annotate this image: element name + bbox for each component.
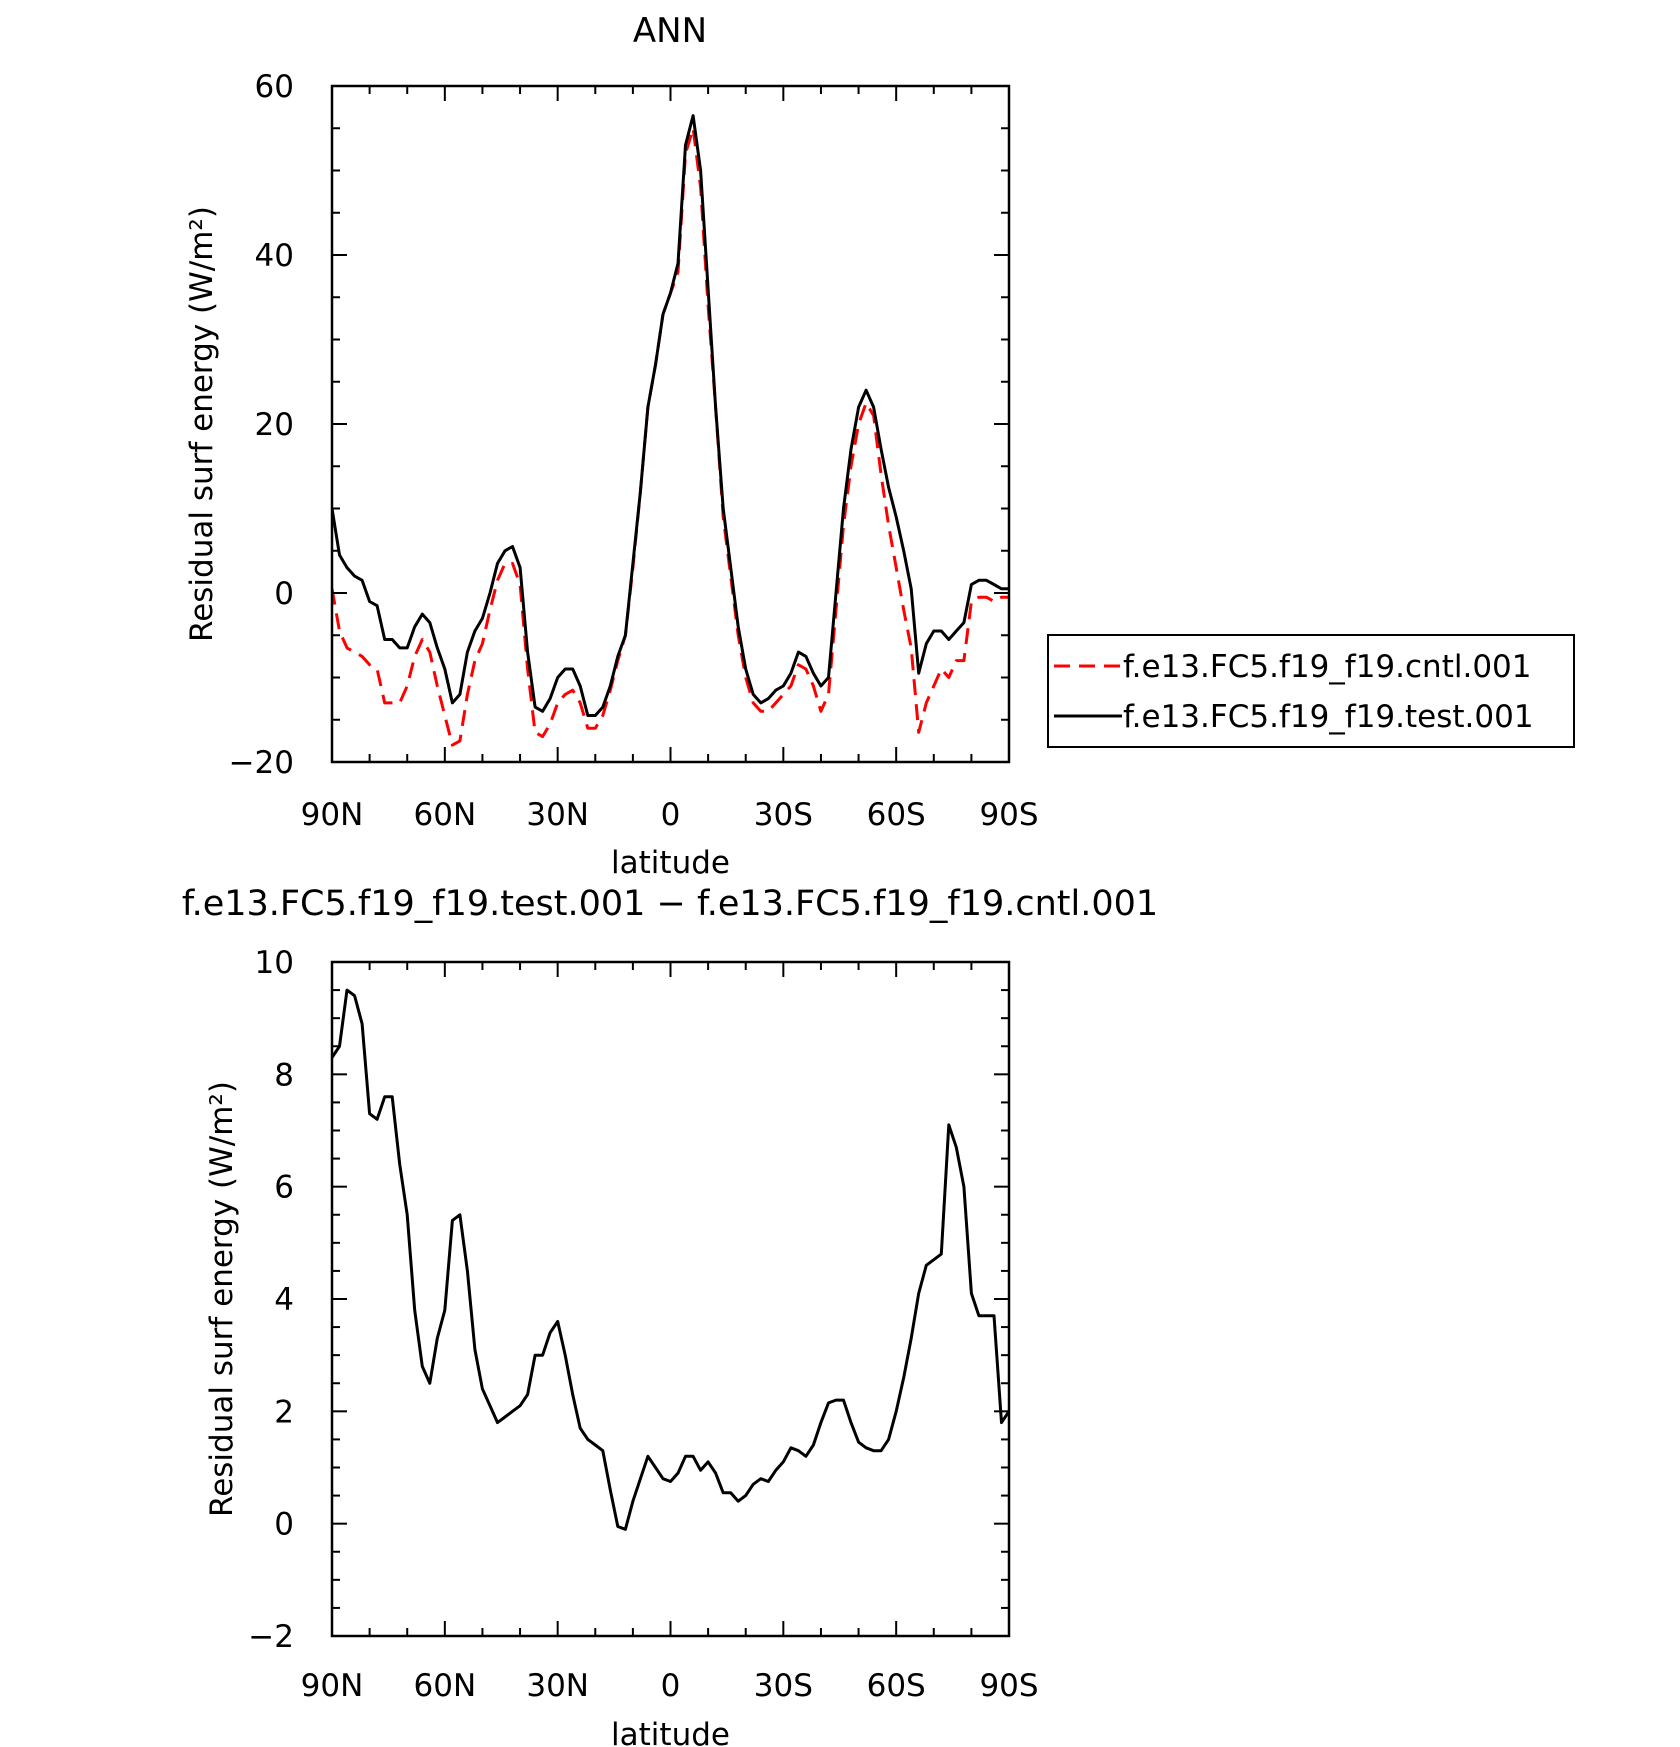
y-axis-label: Residual surf energy (W/m²) <box>204 1081 240 1517</box>
series-group <box>332 988 1009 1531</box>
y-tick-label: −20 <box>229 745 294 781</box>
series-line-0 <box>332 988 1009 1531</box>
plot-frame <box>330 960 1011 1638</box>
chart-title: f.e13.FC5.f19_f19.test.001 − f.e13.FC5.f… <box>182 884 1158 924</box>
y-tick-label: 40 <box>255 238 294 274</box>
panel-difference: f.e13.FC5.f19_f19.test.001 − f.e13.FC5.f… <box>182 884 1158 1747</box>
x-tick-label: 30S <box>754 1668 813 1704</box>
x-tick-label: 60S <box>867 1668 926 1704</box>
x-tick-label: 30N <box>526 1668 589 1704</box>
y-tick-label: 20 <box>255 407 294 443</box>
x-tick-label: 90N <box>301 797 364 833</box>
legend: f.e13.FC5.f19_f19.cntl.001 f.e13.FC5.f19_… <box>1047 634 1575 748</box>
chart-title: ANN <box>633 11 707 51</box>
series-line-0 <box>332 126 1009 747</box>
panel-annual-mean: ANN 90N 60N 30N 0 30S 60S 90S −20 0 20 40 60 latitude… <box>184 11 1039 881</box>
x-tick-label: 60N <box>414 797 477 833</box>
y-tick-label: −2 <box>248 1619 294 1655</box>
series-group <box>332 114 1009 747</box>
legend-label-0: f.e13.FC5.f19_f19.cntl.001 <box>1123 649 1532 685</box>
x-tick-label: 90S <box>979 1668 1038 1704</box>
x-tick-label: 90N <box>301 1668 364 1704</box>
y-axis-label: Residual surf energy (W/m²) <box>184 206 220 642</box>
x-tick-label: 0 <box>661 797 681 833</box>
legend-box <box>1047 634 1575 748</box>
y-tick-label: 0 <box>274 576 294 612</box>
y-tick-label: 8 <box>274 1057 294 1093</box>
x-tick-label: 30N <box>526 797 589 833</box>
plot-frame <box>330 84 1011 764</box>
y-tick-label: 0 <box>274 1507 294 1543</box>
y-tick-label: 4 <box>274 1282 294 1318</box>
series-line-1 <box>332 114 1009 717</box>
x-tick-label: 60N <box>414 1668 477 1704</box>
x-axis-label: latitude <box>611 845 730 881</box>
y-tick-label: 6 <box>274 1170 294 1206</box>
x-tick-label: 0 <box>661 1668 681 1704</box>
y-tick-label: 60 <box>255 69 294 105</box>
legend-label-1: f.e13.FC5.f19_f19.test.001 <box>1123 699 1534 735</box>
x-tick-label: 30S <box>754 797 813 833</box>
x-tick-label: 60S <box>867 797 926 833</box>
y-tick-label: 2 <box>274 1394 294 1430</box>
x-tick-label: 90S <box>979 797 1038 833</box>
x-axis-label: latitude <box>611 1717 730 1747</box>
y-tick-label: 10 <box>255 945 294 981</box>
